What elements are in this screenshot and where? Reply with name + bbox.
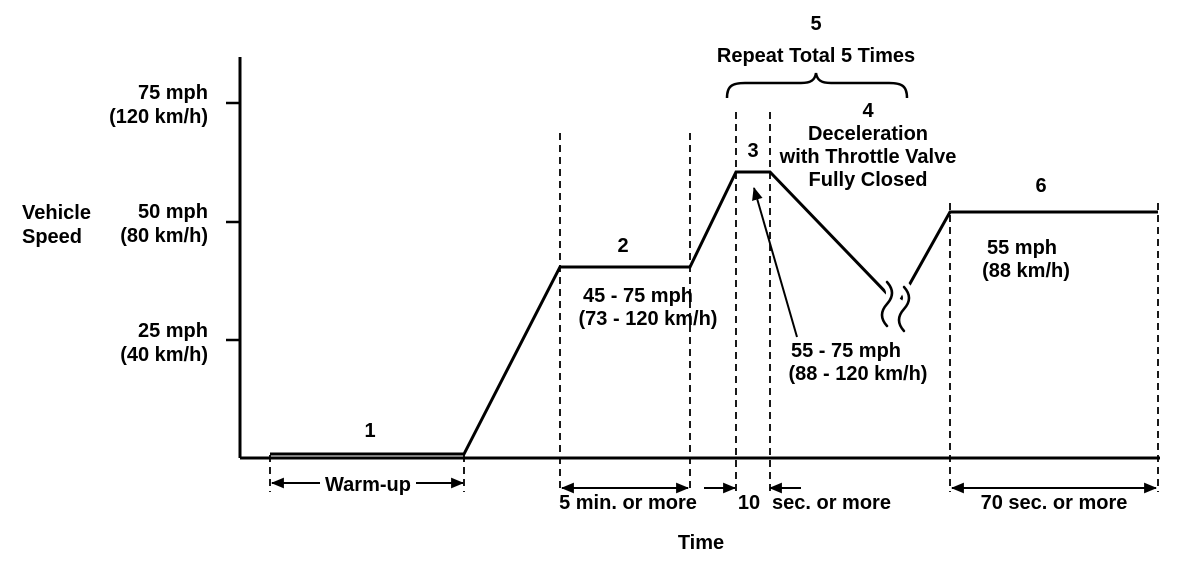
vehicle-speed-label-line1: Vehicle (22, 202, 91, 224)
step4-description-line3: Fully Closed (809, 169, 928, 191)
step4-number: 4 (862, 100, 874, 122)
step6-speed-kmh: (88 km/h) (982, 260, 1070, 282)
repeat-label: Repeat Total 5 Times (717, 45, 915, 67)
speed-profile-line (270, 170, 1158, 456)
duration-5min-label: 5 min. or more (559, 492, 697, 514)
step1-number: 1 (364, 420, 375, 442)
step3-speed-range-kmh: (88 - 120 km/h) (789, 363, 928, 385)
step4-description-line2: with Throttle Valve (779, 146, 957, 168)
duration-10sec-unit: sec. or more (772, 492, 891, 514)
break-mark-2 (897, 285, 911, 333)
vehicle-speed-label-line2: Speed (22, 226, 82, 248)
y-tick-label-50mph: 50 mph (138, 201, 208, 223)
step6-speed-mph: 55 mph (987, 237, 1057, 259)
warmup-label: Warm-up (325, 474, 411, 496)
duration-10sec-value: 10 (738, 492, 760, 514)
y-tick-label-75mph: 75 mph (138, 82, 208, 104)
step2-number: 2 (617, 235, 628, 257)
y-tick-label-120kmh: (120 km/h) (109, 106, 208, 128)
step3-speed-range-mph: 55 - 75 mph (791, 340, 901, 362)
step3-pointer-arrow (752, 186, 798, 338)
duration-70sec-label: 70 sec. or more (981, 492, 1128, 514)
time-axis-label: Time (678, 532, 724, 554)
step5-number: 5 (810, 13, 821, 35)
step3-number: 3 (747, 140, 758, 162)
step2-speed-range-kmh: (73 - 120 km/h) (579, 308, 718, 330)
y-tick-label-25mph: 25 mph (138, 320, 208, 342)
repeat-brace (725, 72, 909, 99)
step4-description-line1: Deceleration (808, 123, 928, 145)
step6-number: 6 (1035, 175, 1046, 197)
step2-speed-range-mph: 45 - 75 mph (583, 285, 693, 307)
y-tick-label-80kmh: (80 km/h) (120, 225, 208, 247)
y-tick-label-40kmh: (40 km/h) (120, 344, 208, 366)
break-mark-1 (880, 280, 894, 328)
warmup-label-background (320, 469, 416, 495)
